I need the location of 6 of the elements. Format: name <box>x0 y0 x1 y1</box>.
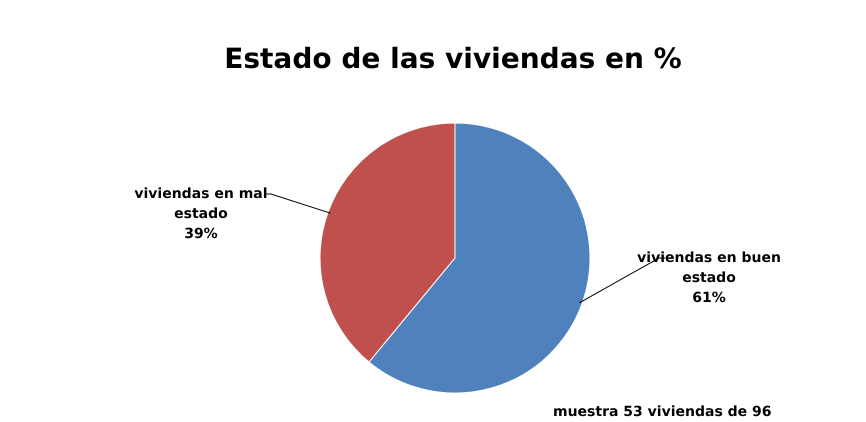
data-label: 39% <box>184 226 218 242</box>
chart-title: Estado de las viviendas en % <box>224 42 682 75</box>
data-label: 61% <box>692 290 726 306</box>
text: muestra 53 viviendas de 96 <box>553 404 772 420</box>
slice-label: viviendas en mal estado <box>134 186 268 222</box>
slice-label: viviendas en buen estado <box>637 250 781 286</box>
